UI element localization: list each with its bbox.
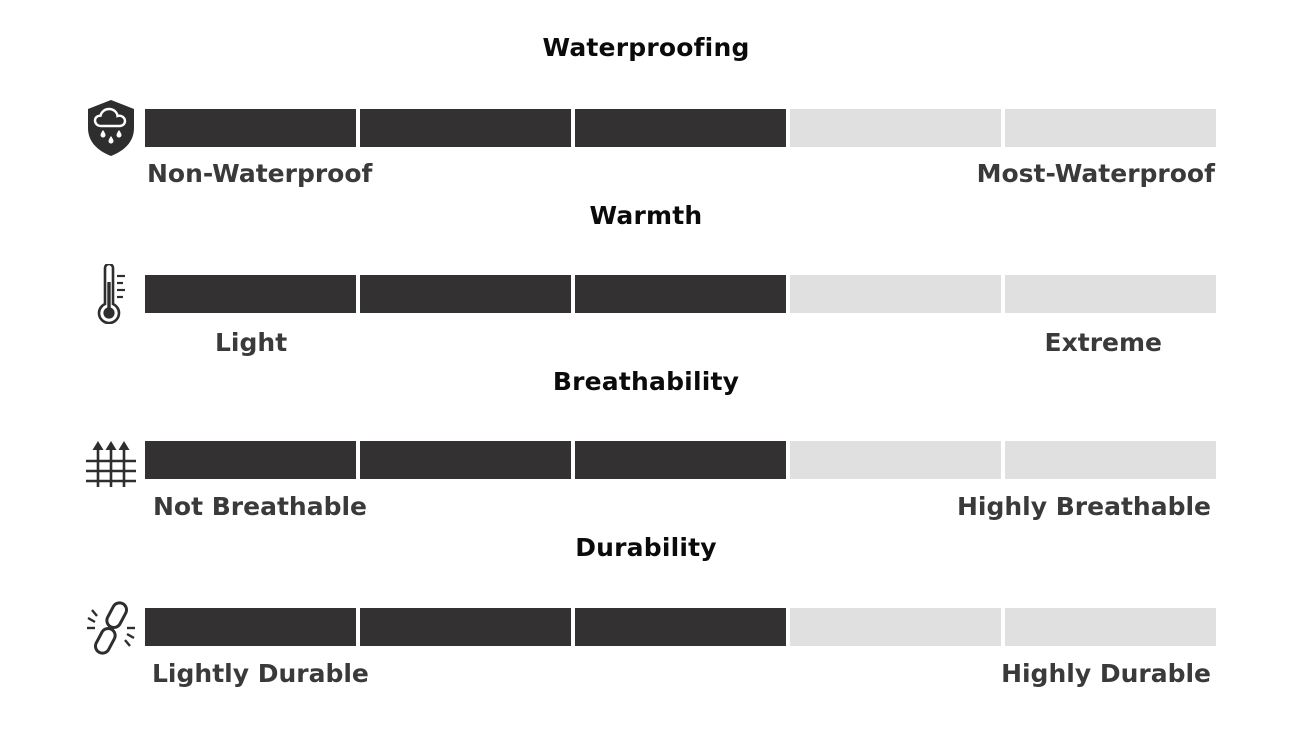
waterproofing-min-label: Non-Waterproof [147, 159, 373, 188]
waterproofing-rating-bar [145, 109, 1216, 147]
warmth-rating-bar [145, 275, 1216, 313]
rating-segment-empty [1005, 608, 1216, 646]
rating-segment-empty [790, 608, 1001, 646]
rating-segment-filled [145, 275, 356, 313]
rating-segment-empty [1005, 275, 1216, 313]
breathability-min-label: Not Breathable [153, 492, 368, 521]
waterproofing-section: Waterproofing Non-Waterproof Most-Waterp… [0, 16, 1310, 188]
rating-segment-filled [145, 608, 356, 646]
warmth-section: Warmth Light Extreme [0, 182, 1310, 357]
rating-segment-empty [790, 441, 1001, 479]
breathability-section: Breathability Not Breathable Highly Brea… [0, 348, 1310, 521]
waterproofing-max-label: Most-Waterproof [976, 159, 1215, 188]
rating-segment-filled [145, 441, 356, 479]
rating-segment-empty [790, 275, 1001, 313]
section-title: Waterproofing [542, 33, 750, 62]
rating-segment-filled [145, 109, 356, 147]
warmth-min-label: Light [215, 328, 288, 357]
warmth-max-label: Extreme [1044, 328, 1162, 357]
thermometer-icon [84, 264, 138, 324]
durability-max-label: Highly Durable [1001, 659, 1211, 688]
rating-segment-empty [1005, 109, 1216, 147]
rating-segment-filled [575, 441, 786, 479]
section-title: Durability [575, 533, 717, 562]
section-title: Breathability [552, 367, 740, 396]
breathable-fabric-icon [84, 436, 138, 496]
rain-shield-icon [84, 98, 138, 158]
breathability-rating-bar [145, 441, 1216, 479]
section-title: Warmth [589, 201, 703, 230]
rating-segment-filled [360, 608, 571, 646]
rating-segment-filled [360, 441, 571, 479]
rating-segment-filled [360, 275, 571, 313]
durability-section: Durability Lightly Durable Highly Durabl… [0, 514, 1310, 688]
durability-rating-bar [145, 608, 1216, 646]
rating-segment-filled [575, 109, 786, 147]
durability-min-label: Lightly Durable [152, 659, 369, 688]
rating-segment-empty [790, 109, 1001, 147]
rating-segment-filled [360, 109, 571, 147]
rating-segment-filled [575, 608, 786, 646]
chain-link-icon [84, 598, 138, 658]
breathability-max-label: Highly Breathable [956, 492, 1211, 521]
rating-segment-filled [575, 275, 786, 313]
rating-segment-empty [1005, 441, 1216, 479]
